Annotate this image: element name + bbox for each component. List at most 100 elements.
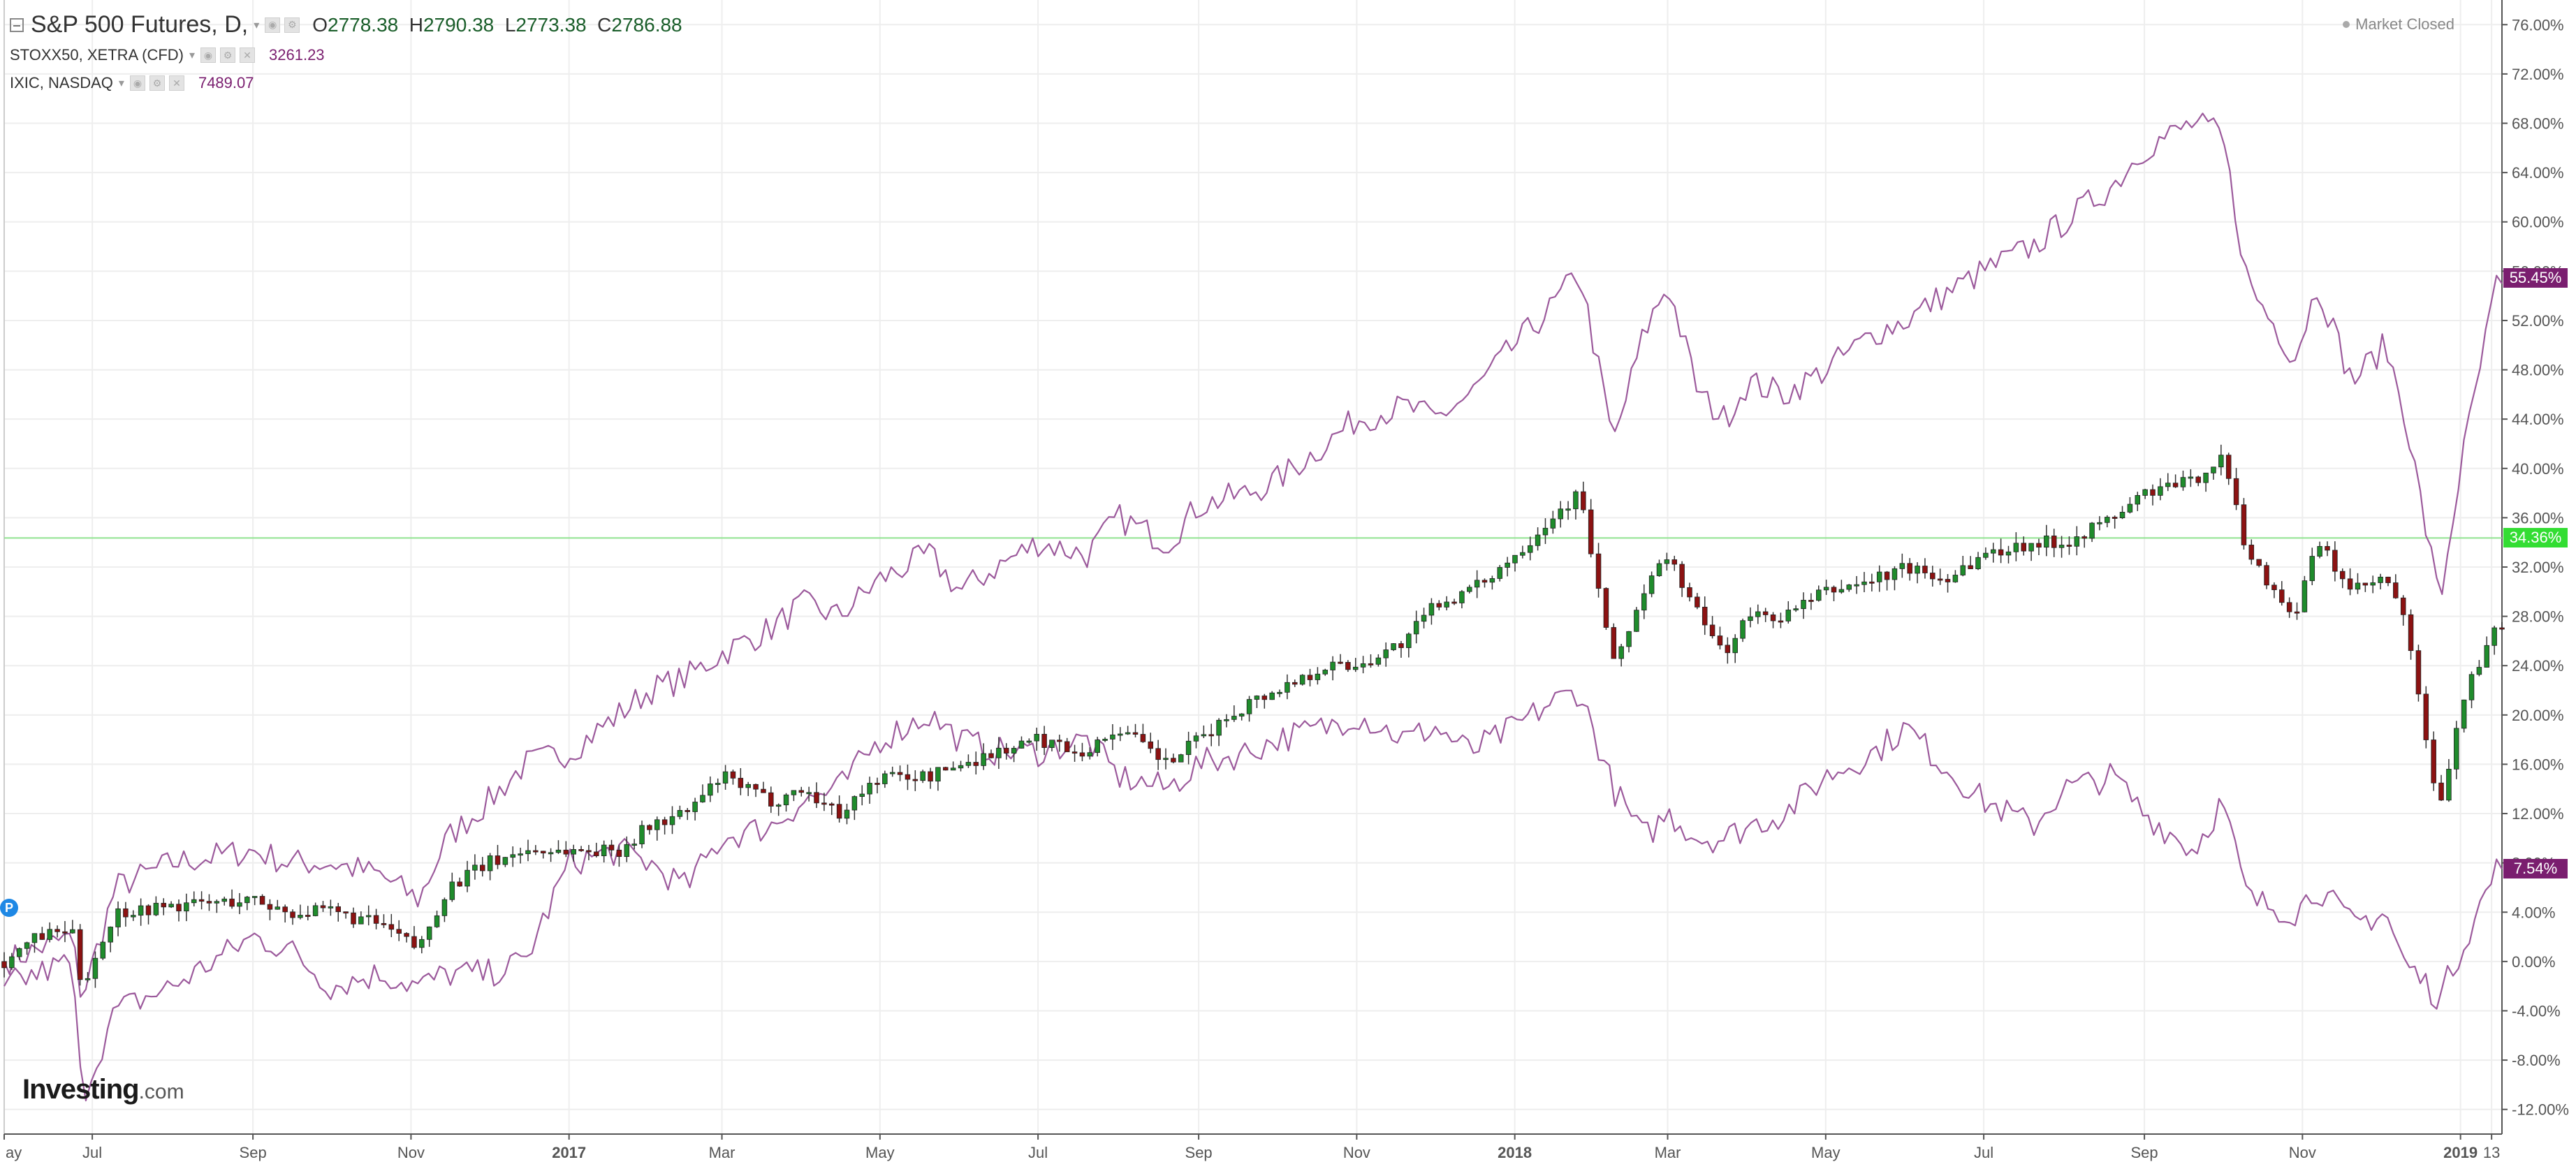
gear-icon[interactable]: ⚙ — [284, 17, 300, 33]
main-series-title[interactable]: S&P 500 Futures, D, — [31, 11, 249, 38]
candle — [2225, 453, 2232, 485]
candle — [2286, 597, 2292, 618]
candle-body — [738, 777, 744, 788]
event-marker[interactable]: P — [0, 899, 18, 917]
candle-body — [920, 771, 925, 781]
candle-body — [373, 915, 379, 924]
candle-body — [138, 905, 144, 916]
y-tick-label: 0.00% — [2512, 953, 2555, 971]
market-status: Market Closed — [2343, 15, 2454, 34]
candle-body — [1846, 584, 1852, 590]
y-tick-label: 40.00% — [2512, 460, 2564, 478]
candle — [2028, 543, 2034, 561]
candle-body — [601, 844, 607, 856]
candle — [388, 913, 395, 938]
candle-body — [1254, 696, 1260, 700]
candle-body — [2127, 503, 2133, 513]
candle-body — [1937, 578, 1943, 581]
candle — [571, 844, 576, 862]
candle-body — [2294, 611, 2300, 614]
x-tick-label: 2019 — [2443, 1144, 2478, 1161]
candle — [1171, 753, 1176, 764]
candle — [616, 845, 622, 867]
candle-body — [768, 792, 774, 807]
candle — [2013, 532, 2019, 561]
candle — [525, 839, 531, 862]
candle — [1193, 732, 1199, 749]
candle — [1497, 565, 1503, 582]
candle-body — [1444, 601, 1449, 608]
candle-body — [1573, 491, 1579, 510]
candle-body — [47, 929, 52, 940]
candle — [1049, 740, 1055, 751]
candle-body — [480, 865, 485, 872]
candle-body — [153, 902, 159, 915]
candle-body — [487, 855, 493, 872]
collapse-legend-icon[interactable] — [10, 17, 24, 32]
eye-icon[interactable]: ◉ — [129, 75, 145, 91]
candle — [2188, 469, 2194, 487]
candle-body — [198, 899, 205, 902]
candle — [654, 816, 660, 841]
candle — [298, 904, 303, 920]
x-tick-label: Jul — [1974, 1144, 1993, 1161]
candle — [1945, 574, 1951, 593]
chevron-down-icon[interactable]: ▾ — [118, 78, 124, 89]
candle-body — [1292, 682, 1298, 685]
candle-body — [54, 929, 60, 932]
candle-body — [206, 901, 212, 904]
candle — [1406, 632, 1412, 658]
candle-body — [441, 899, 448, 916]
gear-icon[interactable]: ⚙ — [149, 75, 165, 91]
candle — [2119, 506, 2125, 520]
candle-body — [2081, 536, 2087, 539]
candle — [2180, 470, 2186, 491]
candle — [2385, 576, 2391, 587]
close-icon[interactable]: ✕ — [240, 47, 256, 63]
candle-body — [867, 783, 872, 795]
candle-body — [1930, 573, 1935, 580]
candle — [2431, 731, 2436, 791]
candle — [973, 751, 979, 775]
chevron-down-icon[interactable]: ▾ — [254, 19, 260, 31]
candle-body — [1595, 553, 1602, 589]
candle-body — [616, 849, 622, 858]
candle — [586, 844, 592, 860]
candle — [836, 795, 842, 823]
candle-body — [2044, 535, 2049, 548]
candle-body — [1983, 552, 1989, 558]
legend-stoxx: STOXX50, XETRA (CFD) ▾ ◉ ⚙ ✕ 3261.23 — [10, 46, 325, 64]
stoxx-last-value: 3261.23 — [269, 46, 325, 64]
ixic-series-title[interactable]: IXIC, NASDAQ — [10, 74, 113, 91]
x-tick-label: May — [865, 1144, 895, 1161]
candle — [1520, 545, 1525, 559]
candle — [2362, 582, 2369, 592]
candle-body — [1413, 621, 1419, 635]
gear-icon[interactable]: ⚙ — [220, 47, 236, 63]
candle — [844, 803, 850, 825]
candle — [745, 781, 751, 796]
candle — [2370, 575, 2376, 594]
close-icon[interactable]: ✕ — [168, 75, 184, 91]
candle — [2081, 535, 2087, 548]
candle-body — [2241, 504, 2247, 545]
candle — [950, 761, 956, 771]
eye-icon[interactable]: ◉ — [200, 47, 217, 63]
candle — [145, 904, 152, 925]
candle — [2271, 582, 2277, 598]
chevron-down-icon[interactable]: ▾ — [189, 50, 196, 61]
ixic-last-badge: 55.45% — [2503, 268, 2568, 288]
candle — [2256, 559, 2262, 568]
stoxx-series-title[interactable]: STOXX50, XETRA (CFD) — [10, 46, 184, 64]
candle-body — [1155, 748, 1161, 760]
candle-body — [388, 924, 395, 930]
time-axis-labels: ay Jul Sep Nov 2017 Mar May Jul Sep Nov 2018 Mar May… — [3, 1134, 2500, 1161]
candle — [320, 901, 326, 912]
candle — [2491, 625, 2497, 655]
candle-body — [2188, 476, 2194, 479]
candle-body — [1755, 611, 1761, 617]
candle-body — [2158, 486, 2163, 496]
candle-body — [335, 906, 342, 913]
eye-icon[interactable]: ◉ — [265, 17, 281, 33]
